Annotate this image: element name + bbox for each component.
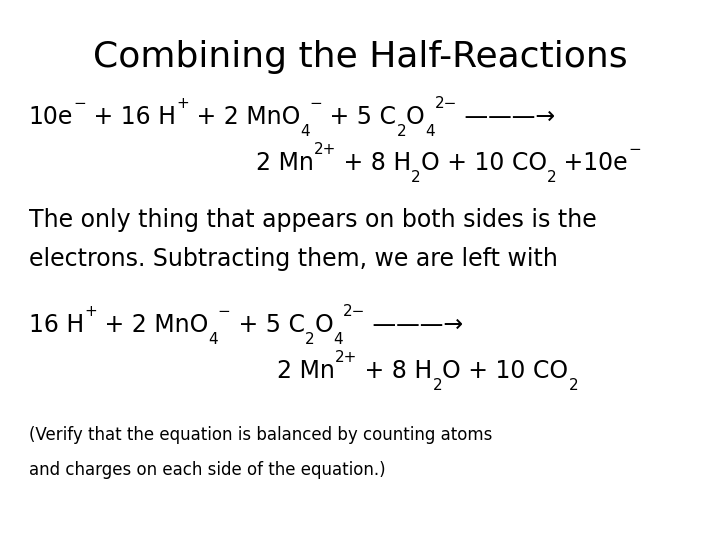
Text: +10e: +10e [557,151,628,175]
Text: ———→: ———→ [365,313,463,337]
Text: ———→: ———→ [456,105,555,129]
Text: 2: 2 [569,378,578,393]
Text: O: O [314,313,333,337]
Text: + 5 C: + 5 C [230,313,305,337]
Text: 2: 2 [433,378,442,393]
Text: and charges on each side of the equation.): and charges on each side of the equation… [29,461,385,479]
Text: −: − [73,96,86,111]
Text: 10e: 10e [29,105,73,129]
Text: −: − [217,304,230,319]
Text: +: + [84,304,96,319]
Text: + 2 MnO: + 2 MnO [189,105,300,129]
Text: 4: 4 [425,124,434,139]
Text: 2: 2 [305,332,314,347]
Text: 2 Mn: 2 Mn [256,151,313,175]
Text: 4: 4 [333,332,343,347]
Text: 2: 2 [397,124,406,139]
Text: 2+: 2+ [313,142,336,157]
Text: 16 H: 16 H [29,313,84,337]
Text: + 5 C: + 5 C [323,105,397,129]
Text: O: O [406,105,425,129]
Text: + 16 H: + 16 H [86,105,176,129]
Text: −: − [310,96,323,111]
Text: 4: 4 [208,332,218,347]
Text: 2+: 2+ [335,350,357,365]
Text: O + 10 CO: O + 10 CO [442,359,569,383]
Text: −: − [628,142,641,157]
Text: 2−: 2− [434,96,456,111]
Text: 2−: 2− [343,304,365,319]
Text: + 8 H: + 8 H [336,151,411,175]
Text: (Verify that the equation is balanced by counting atoms: (Verify that the equation is balanced by… [29,426,492,444]
Text: + 2 MnO: + 2 MnO [96,313,208,337]
Text: The only thing that appears on both sides is the: The only thing that appears on both side… [29,208,597,232]
Text: 2: 2 [547,170,557,185]
Text: + 8 H: + 8 H [357,359,433,383]
Text: 2: 2 [411,170,420,185]
Text: O + 10 CO: O + 10 CO [420,151,547,175]
Text: electrons. Subtracting them, we are left with: electrons. Subtracting them, we are left… [29,247,558,271]
Text: Combining the Half-Reactions: Combining the Half-Reactions [93,40,627,73]
Text: 4: 4 [300,124,310,139]
Text: +: + [176,96,189,111]
Text: 2 Mn: 2 Mn [277,359,335,383]
